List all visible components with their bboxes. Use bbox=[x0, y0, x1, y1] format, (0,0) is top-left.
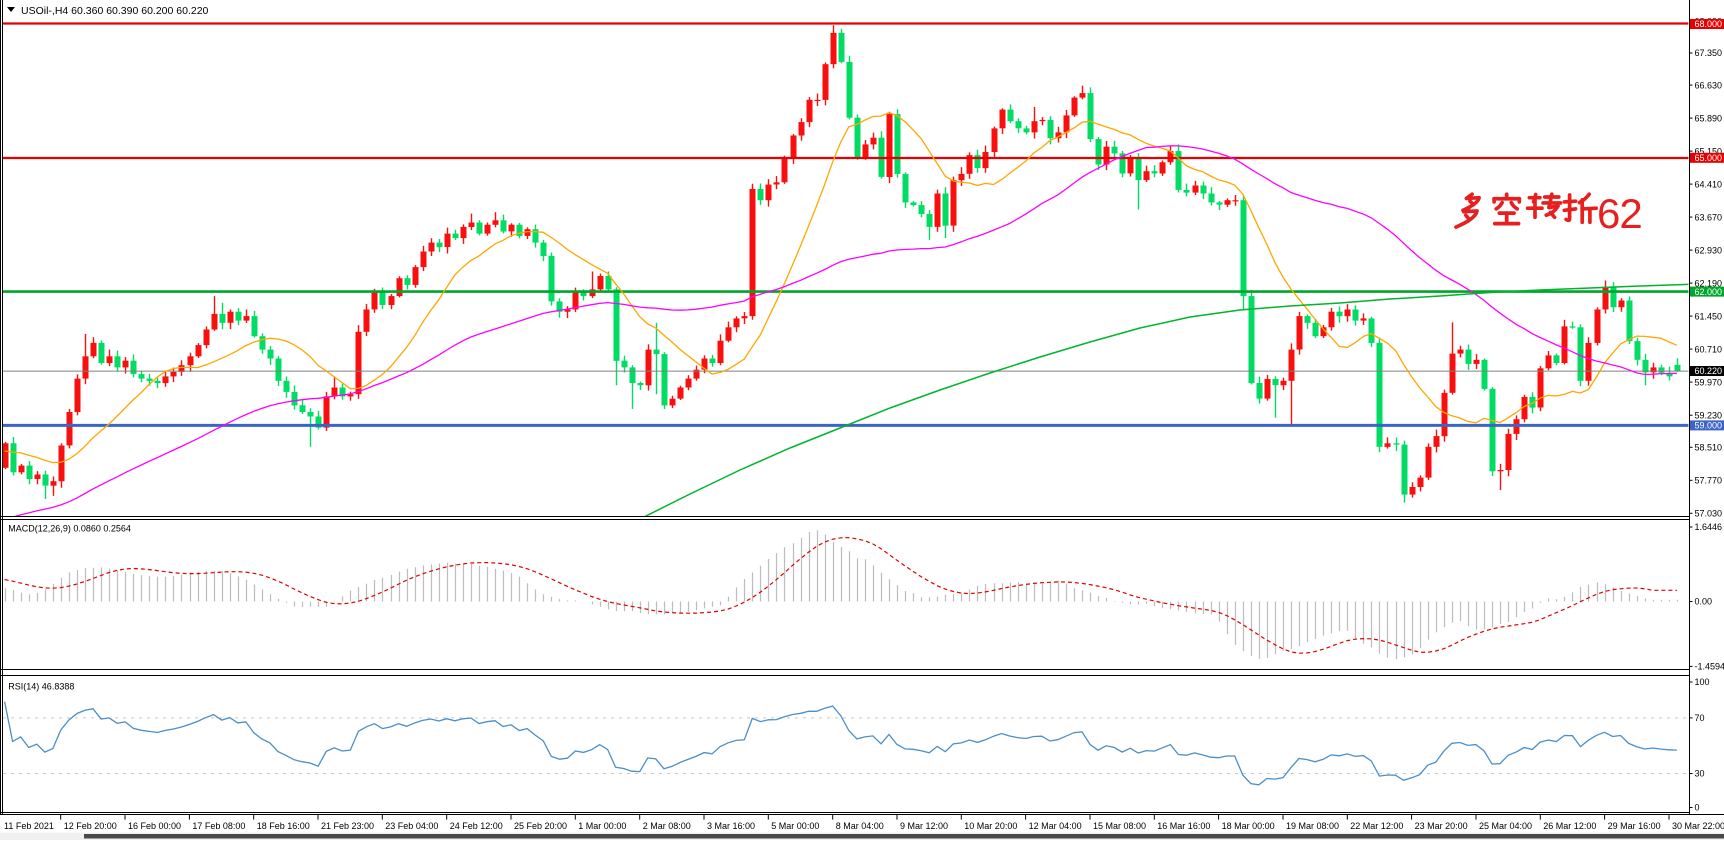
svg-text:15 Mar 08:00: 15 Mar 08:00 bbox=[1093, 821, 1146, 831]
svg-text:70: 70 bbox=[1695, 713, 1705, 723]
svg-text:60.710: 60.710 bbox=[1695, 344, 1723, 354]
svg-text:MACD(12,26,9) 0.0860 0.2564: MACD(12,26,9) 0.0860 0.2564 bbox=[8, 524, 131, 534]
svg-text:18 Mar 00:00: 18 Mar 00:00 bbox=[1222, 821, 1275, 831]
svg-text:5 Mar 00:00: 5 Mar 00:00 bbox=[771, 821, 819, 831]
svg-text:59.970: 59.970 bbox=[1695, 377, 1723, 387]
svg-text:12 Feb 20:00: 12 Feb 20:00 bbox=[64, 821, 117, 831]
svg-text:30 Mar 22:00: 30 Mar 22:00 bbox=[1672, 821, 1724, 831]
svg-text:2 Mar 08:00: 2 Mar 08:00 bbox=[643, 821, 691, 831]
svg-text:17 Feb 08:00: 17 Feb 08:00 bbox=[192, 821, 245, 831]
svg-text:59.230: 59.230 bbox=[1695, 410, 1723, 420]
svg-text:58.510: 58.510 bbox=[1695, 443, 1723, 453]
svg-text:16 Mar 16:00: 16 Mar 16:00 bbox=[1157, 821, 1210, 831]
svg-text:25 Feb 20:00: 25 Feb 20:00 bbox=[514, 821, 567, 831]
svg-text:23 Feb 04:00: 23 Feb 04:00 bbox=[385, 821, 438, 831]
svg-text:66.630: 66.630 bbox=[1695, 80, 1723, 90]
svg-text:100: 100 bbox=[1695, 677, 1710, 687]
svg-text:USOil-,H4 60.360 60.390 60.20: USOil-,H4 60.360 60.390 60.200 60.220 bbox=[21, 5, 209, 17]
svg-text:65.000: 65.000 bbox=[1695, 153, 1723, 163]
svg-text:8 Mar 04:00: 8 Mar 04:00 bbox=[836, 821, 884, 831]
svg-text:30: 30 bbox=[1695, 769, 1705, 779]
svg-text:64.410: 64.410 bbox=[1695, 179, 1723, 189]
svg-text:10 Mar 20:00: 10 Mar 20:00 bbox=[964, 821, 1017, 831]
svg-text:57.030: 57.030 bbox=[1695, 509, 1723, 519]
svg-text:62: 62 bbox=[1597, 190, 1642, 237]
svg-text:68.000: 68.000 bbox=[1695, 19, 1723, 29]
svg-text:61.450: 61.450 bbox=[1695, 311, 1723, 321]
svg-text:62.930: 62.930 bbox=[1695, 245, 1723, 255]
svg-text:9 Mar 12:00: 9 Mar 12:00 bbox=[900, 821, 948, 831]
svg-text:23 Mar 20:00: 23 Mar 20:00 bbox=[1415, 821, 1468, 831]
svg-text:16 Feb 00:00: 16 Feb 00:00 bbox=[128, 821, 181, 831]
svg-text:1 Mar 00:00: 1 Mar 00:00 bbox=[578, 821, 626, 831]
svg-text:3 Mar 16:00: 3 Mar 16:00 bbox=[707, 821, 755, 831]
svg-text:62.000: 62.000 bbox=[1695, 287, 1723, 297]
svg-text:21 Feb 23:00: 21 Feb 23:00 bbox=[321, 821, 374, 831]
svg-text:26 Mar 12:00: 26 Mar 12:00 bbox=[1543, 821, 1596, 831]
svg-text:57.770: 57.770 bbox=[1695, 476, 1723, 486]
svg-text:RSI(14) 46.8388: RSI(14) 46.8388 bbox=[8, 682, 74, 692]
svg-text:1.6446: 1.6446 bbox=[1695, 522, 1723, 532]
svg-text:63.670: 63.670 bbox=[1695, 212, 1723, 222]
svg-text:12 Mar 04:00: 12 Mar 04:00 bbox=[1029, 821, 1082, 831]
svg-text:18 Feb 16:00: 18 Feb 16:00 bbox=[257, 821, 310, 831]
svg-text:29 Mar 16:00: 29 Mar 16:00 bbox=[1608, 821, 1661, 831]
svg-text:25 Mar 04:00: 25 Mar 04:00 bbox=[1479, 821, 1532, 831]
svg-text:22 Mar 12:00: 22 Mar 12:00 bbox=[1350, 821, 1403, 831]
svg-text:11 Feb 2021: 11 Feb 2021 bbox=[4, 821, 54, 831]
svg-text:0: 0 bbox=[1695, 803, 1700, 813]
svg-text:24 Feb 12:00: 24 Feb 12:00 bbox=[450, 821, 503, 831]
svg-text:67.350: 67.350 bbox=[1695, 48, 1723, 58]
svg-text:59.000: 59.000 bbox=[1695, 421, 1723, 431]
svg-text:60.220: 60.220 bbox=[1695, 366, 1723, 376]
svg-text:-1.4594: -1.4594 bbox=[1695, 662, 1724, 672]
svg-text:65.890: 65.890 bbox=[1695, 113, 1723, 123]
svg-text:19 Mar 08:00: 19 Mar 08:00 bbox=[1286, 821, 1339, 831]
svg-text:0.00: 0.00 bbox=[1695, 597, 1713, 607]
